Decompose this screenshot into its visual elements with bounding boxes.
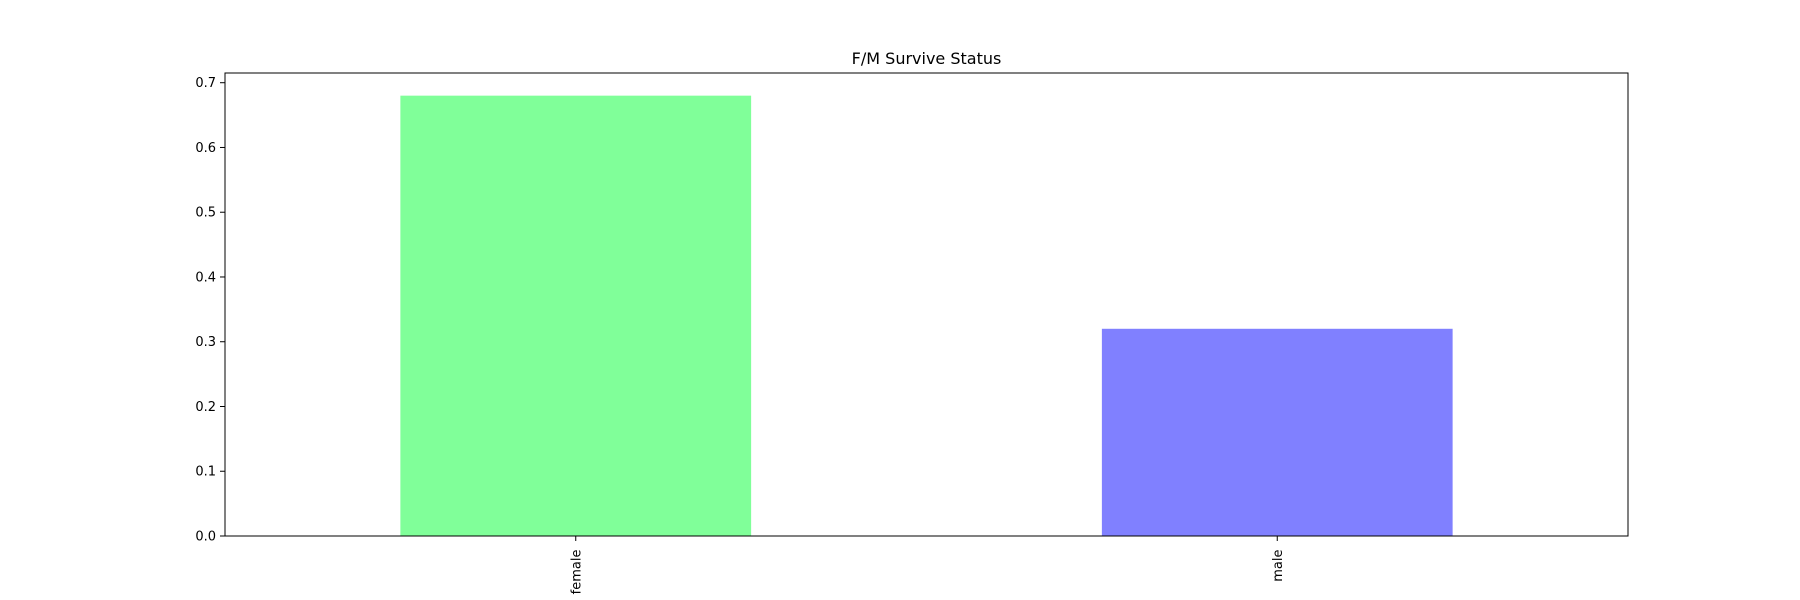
- y-tick-label: 0.6: [195, 141, 216, 156]
- y-tick-label: 0.1: [195, 465, 216, 480]
- y-tick-label: 0.7: [195, 76, 216, 91]
- y-axis: 0.0 0.1 0.2 0.3 0.4 0.5 0.6 0.7: [195, 76, 225, 545]
- y-tick-label: 0.4: [195, 270, 216, 285]
- x-tick-label-female: female: [569, 550, 584, 595]
- y-tick-label: 0.5: [195, 206, 216, 221]
- x-axis: female male: [569, 536, 1286, 594]
- bar-male: [1101, 328, 1453, 536]
- chart-title: F/M Survive Status: [852, 49, 1002, 68]
- y-tick-label: 0.2: [195, 400, 216, 415]
- bars-group: [400, 95, 1453, 536]
- x-tick-label-male: male: [1271, 550, 1286, 582]
- y-tick-label: 0.3: [195, 335, 216, 350]
- plot-frame: [224, 72, 1629, 537]
- bar-female: [400, 95, 752, 536]
- y-tick-label: 0.0: [195, 530, 216, 545]
